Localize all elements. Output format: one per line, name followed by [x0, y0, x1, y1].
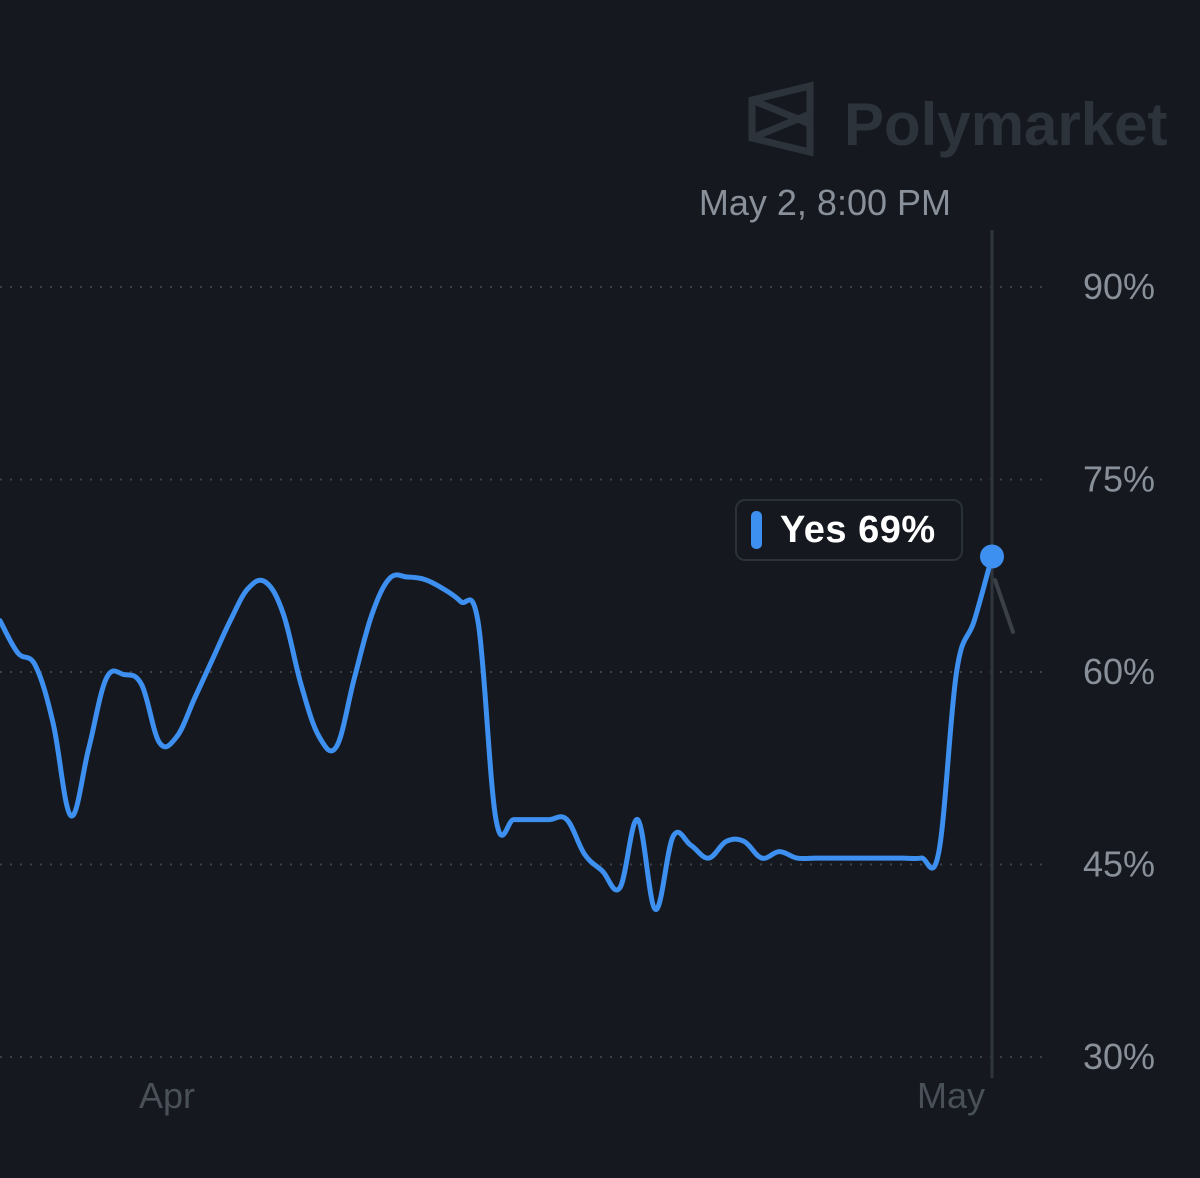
x-tick-label: Apr [139, 1075, 195, 1116]
grid-lines [0, 286, 1045, 1058]
hover-tooltip: Yes 69% [735, 499, 963, 561]
hover-point [980, 544, 1004, 569]
y-tick-label: 30% [1083, 1036, 1155, 1077]
y-axis: 90% 75% 60% 45% 30% [1083, 266, 1155, 1077]
polymarket-watermark: Polymarket [748, 81, 1168, 158]
tooltip-label: Yes 69% [780, 508, 936, 551]
polymarket-logo-icon [748, 81, 814, 157]
x-axis: Apr May [139, 1075, 985, 1116]
y-tick-label: 75% [1083, 459, 1155, 500]
y-tick-label: 60% [1083, 651, 1155, 692]
hover-date-label: May 2, 8:00 PM [699, 182, 951, 223]
series-line-tail [993, 578, 1015, 634]
x-tick-label: May [917, 1075, 985, 1116]
y-tick-label: 90% [1083, 266, 1155, 307]
series-line-yes [0, 554, 995, 912]
y-tick-label: 45% [1083, 844, 1155, 885]
watermark-brand-text: Polymarket [844, 91, 1168, 158]
series-swatch-yes [751, 511, 762, 549]
